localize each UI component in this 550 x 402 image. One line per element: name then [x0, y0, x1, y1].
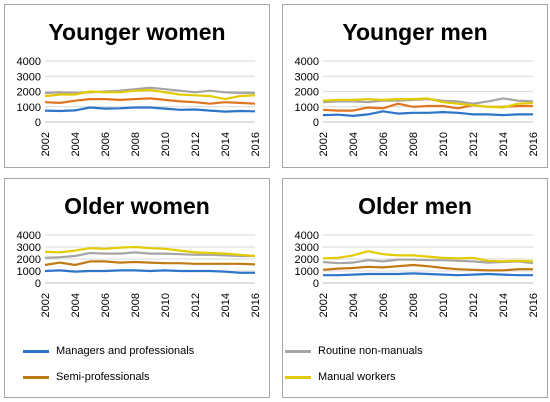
line-chart-younger-men: 0 1000 2000 3000 4000 2002 2004 2006 2008 2010 201… — [295, 56, 540, 156]
y-tick-label: 4000 — [295, 230, 319, 242]
y-tick-label: 0 — [35, 117, 41, 129]
x-tick-label: 2004 — [348, 132, 360, 156]
x-tick-label: 2004 — [70, 293, 82, 317]
series-line-semi-professionals — [44, 97, 256, 105]
x-tick-label: 2012 — [190, 132, 202, 156]
x-tick-label: 2008 — [408, 132, 420, 156]
x-tick-label: 2002 — [318, 293, 330, 317]
chart-panel-younger-women: Younger women 0 1000 2000 3000 4000 2002 2004 2… — [4, 4, 270, 168]
line-chart-younger-women: 0 1000 2000 3000 4000 2002 2004 2006 2008 2010 201… — [17, 56, 262, 156]
legend-label: Managers and professionals — [56, 345, 195, 357]
x-tick-label: 2016 — [250, 293, 262, 317]
legend-label: Routine non-manuals — [318, 345, 423, 357]
legend-label: Manual workers — [318, 371, 396, 383]
x-tick-label: 2016 — [528, 293, 540, 317]
y-tick-label: 1000 — [295, 266, 319, 278]
chart-panel-younger-men: Younger men 0 1000 2000 3000 4000 2002 2004 200… — [282, 4, 548, 168]
chart-panel-older-men: Older men 0 1000 2000 3000 4000 2002 2004 2006 2… — [282, 178, 548, 398]
series-line-manual-workers — [44, 245, 256, 258]
series-line-managers-and-professionals — [44, 269, 255, 274]
chart-title: Younger women — [48, 19, 226, 45]
legend-right: Routine non-manuals Manual workers — [283, 329, 549, 395]
x-tick-label: 2012 — [468, 132, 480, 156]
x-tick-label: 2014 — [220, 293, 232, 317]
x-tick-label: 2006 — [100, 293, 112, 317]
y-tick-label: 3000 — [17, 71, 41, 83]
y-tick-label: 1000 — [17, 266, 41, 278]
y-tick-label: 0 — [313, 117, 319, 129]
x-tick-label: 2008 — [130, 293, 142, 317]
y-tick-label: 2000 — [17, 87, 41, 99]
legend-label: Semi-professionals — [56, 371, 150, 383]
y-tick-label: 0 — [35, 278, 41, 290]
x-tick-label: 2010 — [160, 293, 172, 317]
series-line-semi-professionals — [322, 263, 533, 272]
x-tick-label: 2004 — [348, 293, 360, 317]
x-tick-label: 2014 — [220, 132, 232, 156]
series-line-manual-workers — [322, 97, 534, 109]
x-tick-label: 2016 — [528, 132, 540, 156]
series-line-semi-professionals — [44, 260, 256, 267]
x-tick-label: 2008 — [130, 132, 142, 156]
x-tick-label: 2010 — [438, 132, 450, 156]
x-tick-label: 2002 — [318, 132, 330, 156]
y-tick-label: 3000 — [295, 71, 319, 83]
y-tick-label: 1000 — [17, 102, 41, 114]
chart-title: Older women — [64, 193, 210, 219]
x-tick-label: 2002 — [40, 132, 52, 156]
x-tick-label: 2004 — [70, 132, 82, 156]
legend-item: Manual workers — [285, 371, 396, 383]
legend-item: Semi-professionals — [23, 371, 150, 383]
x-tick-label: 2002 — [40, 293, 52, 317]
y-tick-label: 3000 — [17, 242, 41, 254]
y-tick-label: 4000 — [17, 230, 41, 242]
x-tick-label: 2008 — [408, 293, 420, 317]
series-line-routine-non-manuals — [44, 251, 255, 259]
y-tick-label: 2000 — [295, 254, 319, 266]
legend-item: Routine non-manuals — [285, 345, 423, 357]
legend-swatch — [23, 375, 49, 379]
series-line-manual-workers — [322, 250, 534, 263]
y-tick-label: 3000 — [295, 242, 319, 254]
x-tick-label: 2012 — [468, 293, 480, 317]
legend-swatch — [285, 349, 311, 353]
series-line-managers-and-professionals — [44, 106, 256, 113]
x-tick-label: 2012 — [190, 293, 202, 317]
chart-title: Younger men — [342, 19, 488, 45]
chart-title: Older men — [358, 193, 472, 219]
x-tick-label: 2014 — [498, 293, 510, 317]
x-tick-label: 2014 — [498, 132, 510, 156]
legend-left: Managers and professionals Semi-professi… — [5, 329, 271, 395]
y-tick-label: 1000 — [295, 102, 319, 114]
x-tick-label: 2010 — [160, 132, 172, 156]
x-tick-label: 2006 — [378, 293, 390, 317]
y-tick-label: 4000 — [17, 56, 41, 68]
x-tick-label: 2010 — [438, 293, 450, 317]
x-tick-label: 2006 — [100, 132, 112, 156]
legend-swatch — [285, 375, 311, 379]
series-line-managers-and-professionals — [322, 110, 533, 118]
y-tick-label: 4000 — [295, 56, 319, 68]
legend-swatch — [23, 349, 49, 353]
x-tick-label: 2006 — [378, 132, 390, 156]
series-line-manual-workers — [44, 88, 256, 101]
series-line-managers-and-professionals — [323, 272, 533, 277]
y-tick-label: 2000 — [17, 254, 41, 266]
x-tick-label: 2016 — [250, 132, 262, 156]
y-tick-label: 0 — [313, 278, 319, 290]
legend-item: Managers and professionals — [23, 345, 194, 357]
y-tick-label: 2000 — [295, 87, 319, 99]
chart-panel-older-women: Older women 0 1000 2000 3000 4000 2002 2004 200… — [4, 178, 270, 398]
